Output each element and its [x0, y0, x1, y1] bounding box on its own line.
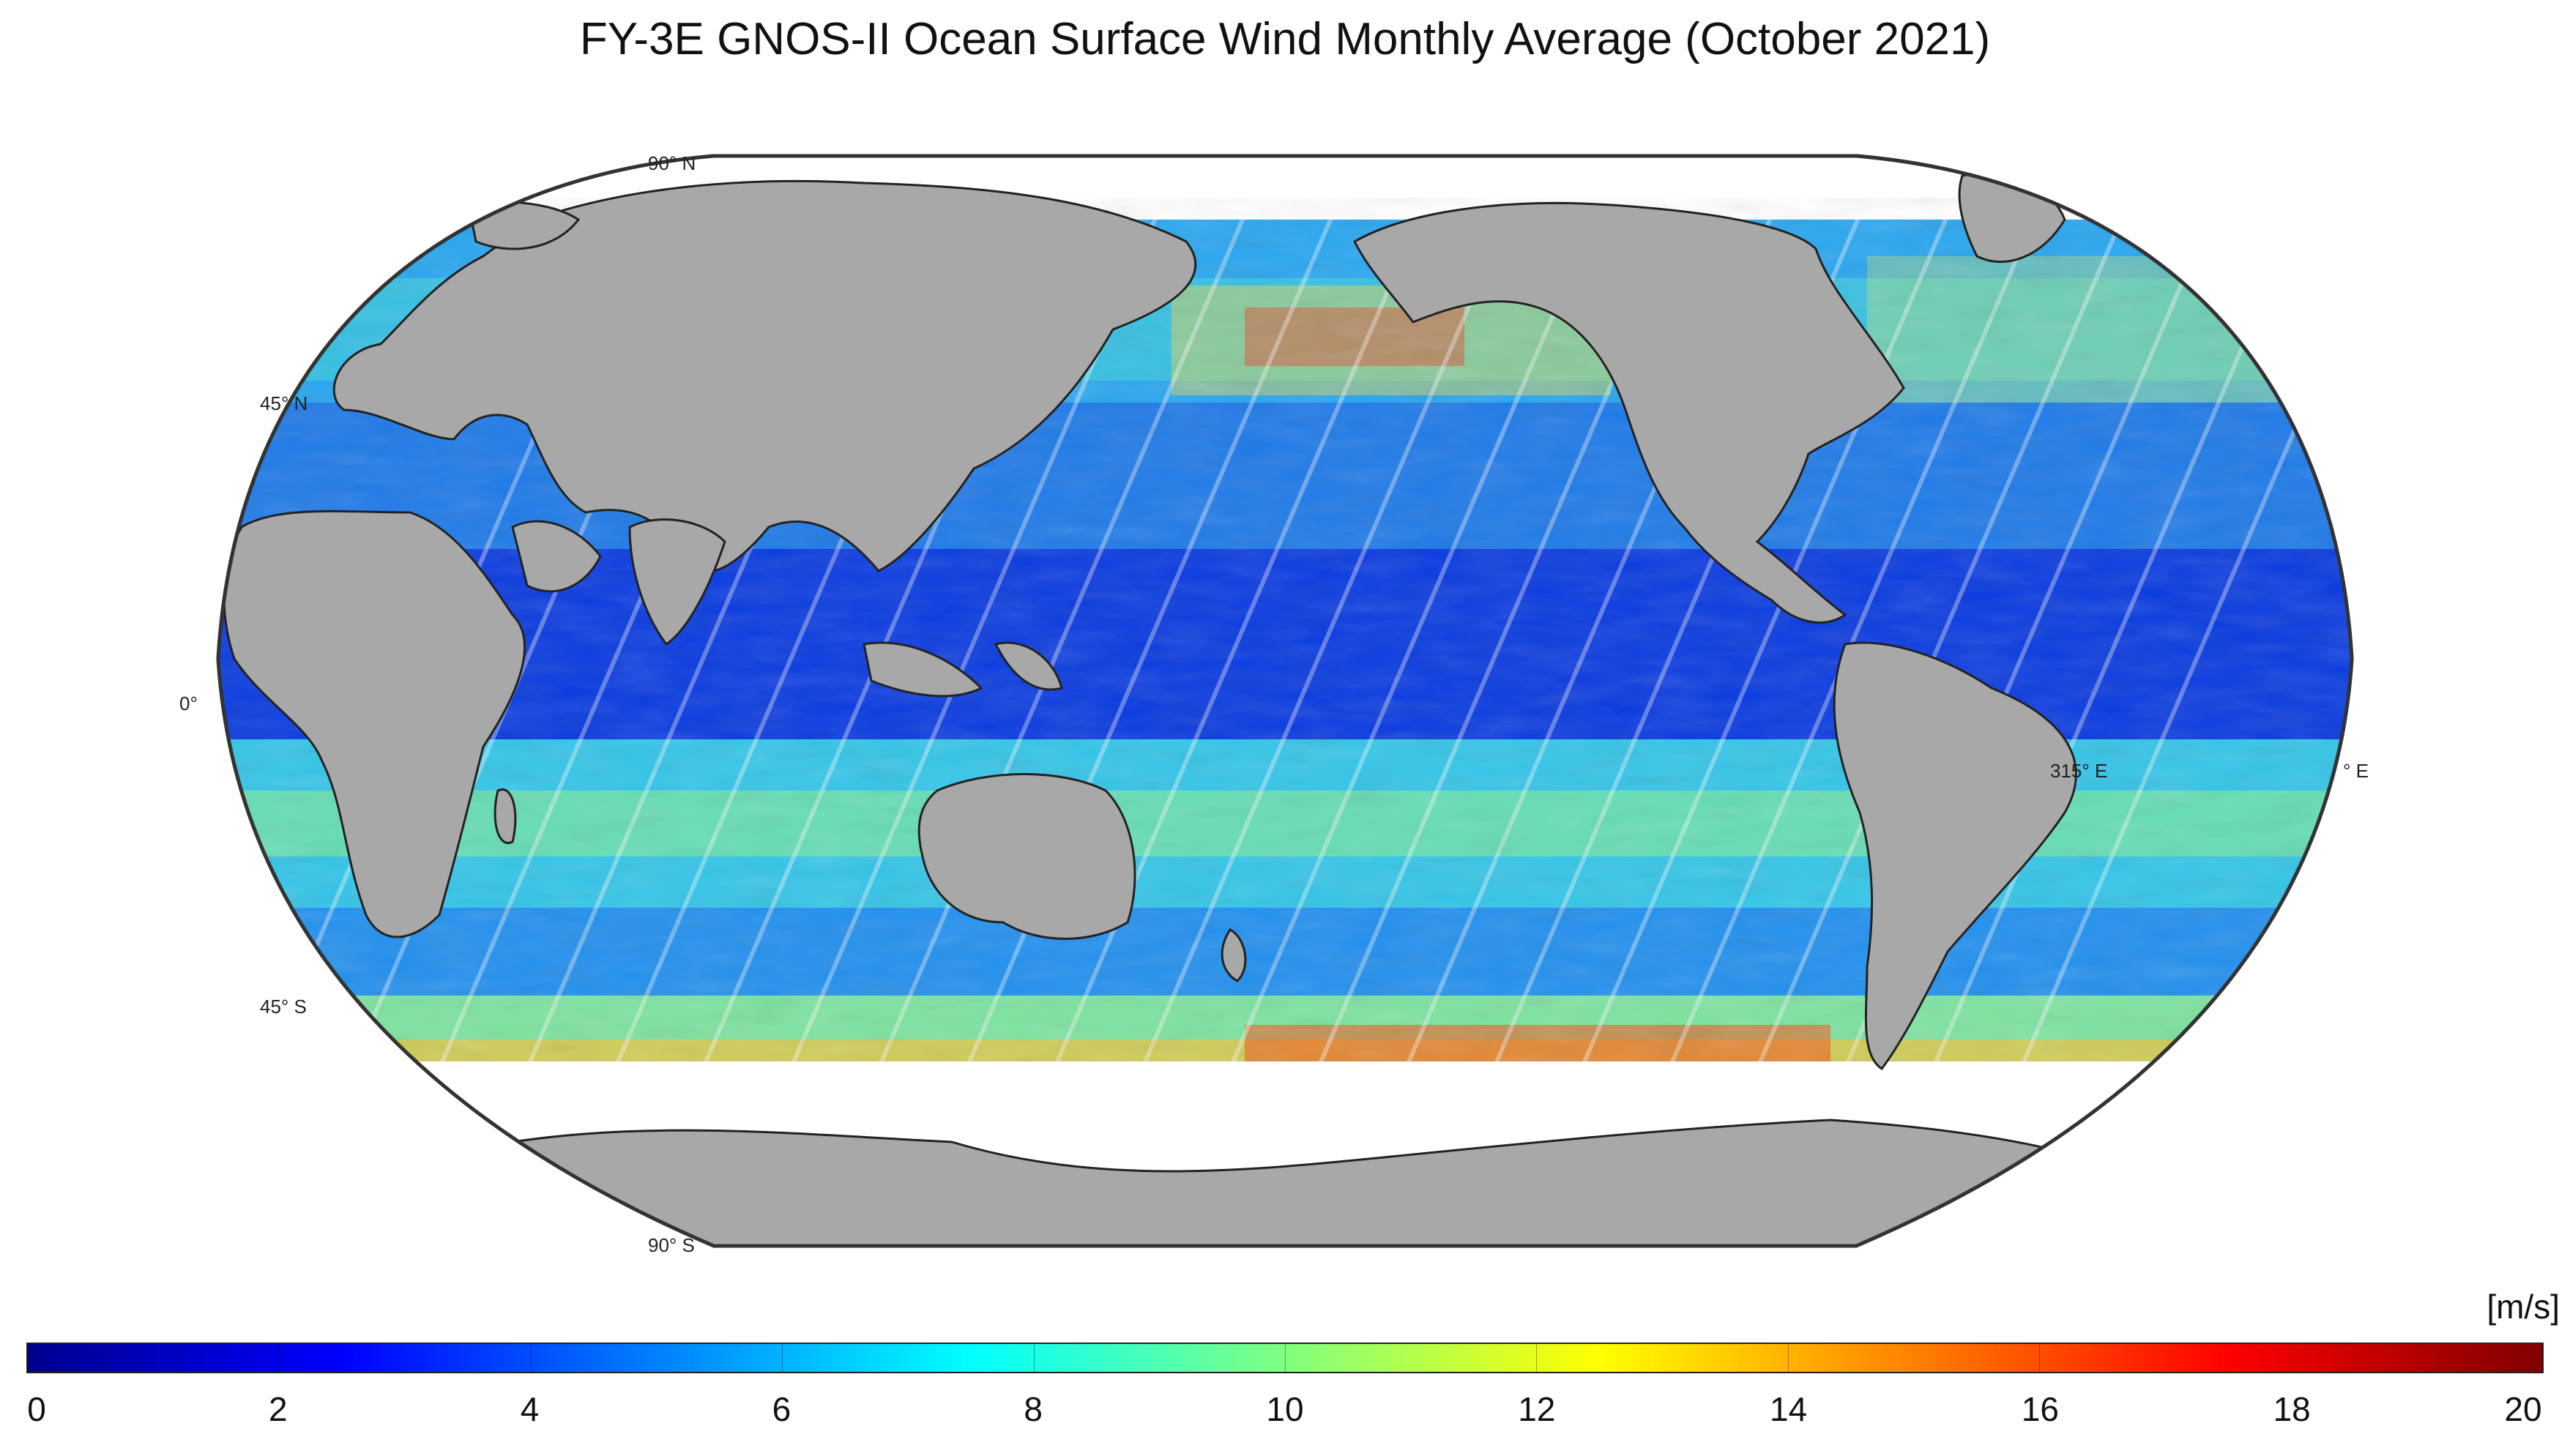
colorbar-tick — [1536, 1344, 1538, 1372]
label-lat-90s: 90° S — [648, 1234, 695, 1256]
colorbar-tick — [1787, 1344, 1789, 1372]
colorbar-tick-label: 16 — [2021, 1390, 2059, 1428]
label-lon-edge-e: ° E — [2343, 760, 2369, 782]
label-lat-45n: 45° N — [260, 392, 308, 414]
chart-title: FY-3E GNOS-II Ocean Surface Wind Monthly… — [579, 14, 1991, 64]
colorbar-tick — [530, 1344, 532, 1372]
wind-field — [218, 156, 2352, 1246]
colorbar-tick-label: 0 — [27, 1390, 46, 1428]
label-lat-90n: 90° N — [648, 152, 696, 174]
colorbar-tick-label: 12 — [1518, 1390, 1556, 1428]
world-map: 90° N 45° N 0° 45° S 90° S 315° E ° E — [179, 152, 2369, 1256]
colorbar-tick — [2290, 1344, 2292, 1372]
label-lat-45s: 45° S — [260, 996, 307, 1018]
colorbar-tick-label: 8 — [1024, 1390, 1043, 1428]
colorbar-tick-label: 18 — [2273, 1390, 2311, 1428]
colorbar — [26, 1343, 2544, 1373]
colorbar-tick — [2542, 1344, 2543, 1372]
colorbar-tick — [782, 1344, 783, 1372]
colorbar-tick — [1033, 1344, 1035, 1372]
colorbar-tick — [1285, 1344, 1286, 1372]
colorbar-tick — [28, 1344, 29, 1372]
colorbar-tick-label: 2 — [269, 1390, 288, 1428]
colorbar-tick-label: 6 — [772, 1390, 792, 1428]
colorbar-tick-label: 10 — [1266, 1390, 1304, 1428]
colorbar-unit: [m/s] — [2487, 1288, 2560, 1326]
colorbar-tick-label: 20 — [2504, 1390, 2542, 1428]
colorbar-tick — [2039, 1344, 2041, 1372]
label-lon-315e: 315° E — [2050, 760, 2107, 782]
colorbar-tick-label: 14 — [1770, 1390, 1808, 1428]
label-lat-0: 0° — [179, 692, 198, 714]
colorbar-tick-label: 4 — [520, 1390, 540, 1428]
colorbar-tick — [279, 1344, 280, 1372]
